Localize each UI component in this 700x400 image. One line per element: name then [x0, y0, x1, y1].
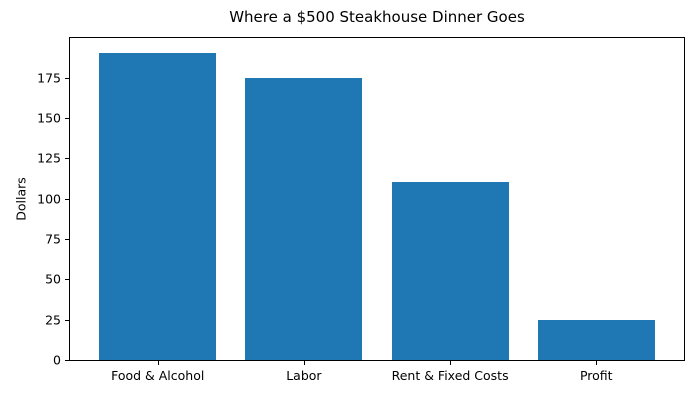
y-tick-label: 25 — [45, 312, 61, 328]
x-tick-label-food-alcohol: Food & Alcohol — [111, 368, 205, 383]
x-tick-mark — [596, 361, 598, 365]
y-tick-mark — [65, 360, 69, 361]
y-tick-label: 75 — [45, 231, 61, 247]
y-tick-label: 50 — [45, 271, 61, 287]
x-tick-label-profit: Profit — [579, 368, 613, 383]
y-tick-mark — [65, 77, 69, 79]
y-tick-label: 175 — [37, 70, 61, 86]
y-tick-mark — [65, 117, 69, 119]
y-tick-mark — [65, 319, 69, 321]
bar-labor — [245, 77, 363, 360]
y-tick-mark — [65, 158, 69, 160]
plot-area — [69, 37, 685, 361]
y-tick-label: 0 — [53, 352, 61, 368]
y-tick-label: 125 — [37, 150, 61, 166]
x-tick-mark — [303, 361, 305, 365]
x-tick-mark — [450, 361, 452, 365]
y-tick-label: 100 — [37, 191, 61, 207]
bar-profit — [537, 319, 655, 360]
y-tick-mark — [65, 238, 69, 240]
y-tick-mark — [65, 198, 69, 200]
chart-title: Where a $500 Steakhouse Dinner Goes — [229, 8, 525, 26]
x-tick-label-rent-fixed-costs: Rent & Fixed Costs — [391, 368, 509, 383]
bar-rent-fixed-costs — [391, 182, 509, 360]
bar-food-alcohol — [99, 53, 217, 360]
y-tick-mark — [65, 279, 69, 281]
x-tick-label-labor: Labor — [286, 368, 322, 383]
y-tick-label: 150 — [37, 110, 61, 126]
x-tick-mark — [157, 361, 159, 365]
